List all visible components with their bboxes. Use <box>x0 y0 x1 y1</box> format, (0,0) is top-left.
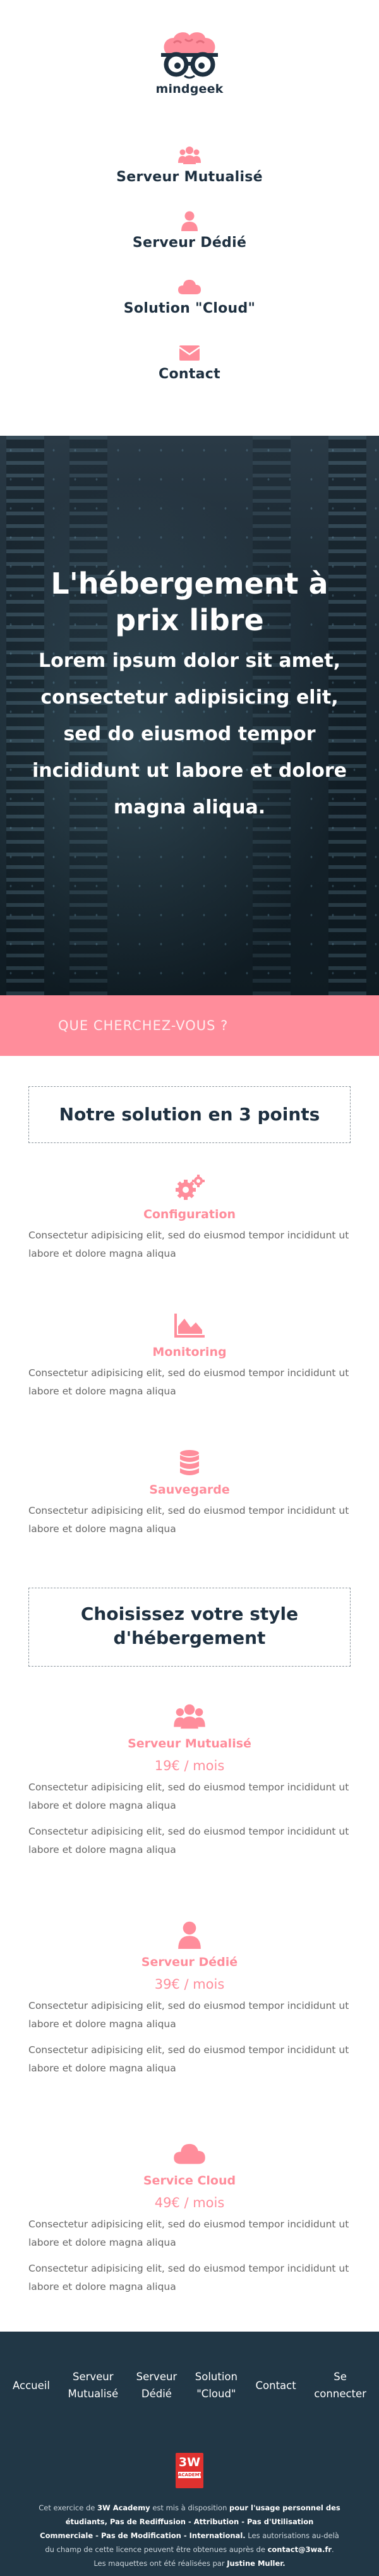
database-icon <box>180 1450 199 1475</box>
nav-label: Contact <box>159 366 220 382</box>
site-footer: Accueil Serveur Mutualisé Serveur Dédié … <box>0 2332 379 2576</box>
plan-text: Consectetur adipisicing elit, sed do eiu… <box>28 1826 349 1855</box>
footer-link-contact[interactable]: Contact <box>256 2377 296 2394</box>
feature-text: Consectetur adipisicing elit, sed do eiu… <box>28 1230 349 1259</box>
plan-price: 39€ / mois <box>154 1977 225 1992</box>
feature-text: Consectetur adipisicing elit, sed do eiu… <box>28 1367 349 1397</box>
nav-item-contact[interactable]: Contact <box>0 342 379 408</box>
footer-link-serveur-mutualise[interactable]: Serveur Mutualisé <box>68 2368 118 2402</box>
plan-price: 19€ / mois <box>154 1758 225 1773</box>
hero-banner: L'hébergement à prix libre Lorem ipsum d… <box>0 436 379 995</box>
feature-sauvegarde: Sauvegarde Consectetur adipisicing elit,… <box>28 1449 351 1538</box>
legal-text: est mis à disposition <box>150 2503 230 2512</box>
footer-link-label: Contact <box>255 2379 296 2392</box>
envelope-icon <box>179 345 200 361</box>
brand-name: mindgeek <box>155 82 224 96</box>
footer-link-label: Dédié <box>141 2388 172 2400</box>
nav-label: Solution "Cloud" <box>123 301 256 316</box>
user-icon <box>178 1921 201 1949</box>
footer-link-label: Accueil <box>13 2379 50 2392</box>
footer-link-label: Serveur <box>72 2371 114 2383</box>
server-rack-image <box>253 436 291 995</box>
legal-email-link[interactable]: contact@3wa.fr <box>267 2545 332 2554</box>
plan-title: Serveur Dédié <box>141 1955 238 1969</box>
plan-serveur-mutualise: Serveur Mutualisé 19€ / mois Consectetur… <box>28 1703 351 1859</box>
badge-label: 3W <box>178 2455 201 2469</box>
site-header: mindgeek Serveur Mutualisé Serveur Dédié <box>0 0 379 436</box>
features-title: Notre solution en 3 points <box>28 1086 351 1143</box>
plan-price: 49€ / mois <box>154 2195 225 2210</box>
user-icon <box>181 211 198 231</box>
search-input[interactable] <box>57 1012 322 1039</box>
footer-link-label: Mutualisé <box>68 2388 119 2400</box>
server-rack-image <box>69 436 107 995</box>
hero-title: L'hébergement à prix libre <box>51 566 328 637</box>
3w-academy-badge: 3W ACADEMY <box>176 2453 203 2488</box>
footer-link-label: Serveur <box>136 2371 177 2383</box>
badge-sublabel: ACADEMY <box>178 2472 203 2478</box>
area-chart-icon <box>174 1314 205 1338</box>
footer-link-label: "Cloud" <box>196 2388 236 2400</box>
plan-text: Consectetur adipisicing elit, sed do eiu… <box>28 2219 349 2248</box>
legal-strong: Justine Muller. <box>227 2559 286 2568</box>
nav-item-serveur-dedie[interactable]: Serveur Dédié <box>0 211 379 277</box>
legal-text: Cet exercice de <box>39 2503 97 2512</box>
cloud-icon <box>178 280 201 294</box>
legal-strong: pour l'usage personnel des étudiants, Pa… <box>40 2503 340 2540</box>
feature-text: Consectetur adipisicing elit, sed do eiu… <box>28 1505 349 1535</box>
gears-icon <box>176 1175 205 1200</box>
nav-item-serveur-mutualise[interactable]: Serveur Mutualisé <box>0 145 379 211</box>
brain-glasses-logo-icon <box>161 32 218 79</box>
cloud-icon <box>174 2143 205 2164</box>
plan-service-cloud: Service Cloud 49€ / mois Consectetur adi… <box>28 2140 351 2296</box>
footer-link-serveur-dedie[interactable]: Serveur Dédié <box>136 2368 177 2402</box>
users-icon <box>174 1704 205 1729</box>
plan-text: Consectetur adipisicing elit, sed do eiu… <box>28 2263 349 2292</box>
plan-title: Service Cloud <box>143 2174 236 2188</box>
feature-title: Sauvegarde <box>149 1483 230 1497</box>
nav-label: Serveur Mutualisé <box>116 169 263 185</box>
feature-monitoring: Monitoring Consectetur adipisicing elit,… <box>28 1311 351 1401</box>
legal-text: Les autorisations au-delà du champ de ce… <box>45 2531 339 2554</box>
hero-subtitle: Lorem ipsum dolor sit amet, consectetur … <box>32 650 347 818</box>
footer-link-se-connecter[interactable]: Se connecter <box>314 2368 366 2402</box>
server-lights <box>0 436 379 995</box>
search-band <box>0 995 379 1056</box>
legal-text: . Les maquettes ont été réalisées par <box>93 2545 334 2568</box>
logo-link[interactable]: mindgeek <box>0 30 379 96</box>
plan-text: Consectetur adipisicing elit, sed do eiu… <box>28 2044 349 2074</box>
plan-text: Consectetur adipisicing elit, sed do eiu… <box>28 2000 349 2030</box>
feature-title: Configuration <box>143 1207 236 1221</box>
server-rack-image <box>6 436 44 995</box>
nav-item-solution-cloud[interactable]: Solution "Cloud" <box>0 277 379 342</box>
plan-serveur-dedie: Serveur Dédié 39€ / mois Consectetur adi… <box>28 1921 351 2078</box>
main-nav: Serveur Mutualisé Serveur Dédié Solution… <box>0 145 379 408</box>
footer-link-label: Se <box>334 2371 347 2383</box>
footer-link-label: Solution <box>195 2371 238 2383</box>
footer-legal-text: Cet exercice de 3W Academy est mis à dis… <box>38 2501 341 2570</box>
nav-label: Serveur Dédié <box>132 235 247 251</box>
users-icon <box>178 147 201 164</box>
plans-title: Choisissez votre style d'hébergement <box>28 1588 351 1667</box>
feature-configuration: Configuration Consectetur adipisicing el… <box>28 1173 351 1263</box>
legal-strong: 3W Academy <box>97 2503 150 2512</box>
server-rack-image <box>328 436 366 995</box>
footer-link-solution-cloud[interactable]: Solution "Cloud" <box>195 2368 238 2402</box>
plan-title: Serveur Mutualisé <box>128 1737 251 1751</box>
footer-link-accueil[interactable]: Accueil <box>13 2377 50 2394</box>
feature-title: Monitoring <box>152 1345 227 1359</box>
footer-nav: Accueil Serveur Mutualisé Serveur Dédié … <box>13 2368 366 2402</box>
plan-text: Consectetur adipisicing elit, sed do eiu… <box>28 1782 349 1811</box>
footer-link-label: connecter <box>314 2388 366 2400</box>
